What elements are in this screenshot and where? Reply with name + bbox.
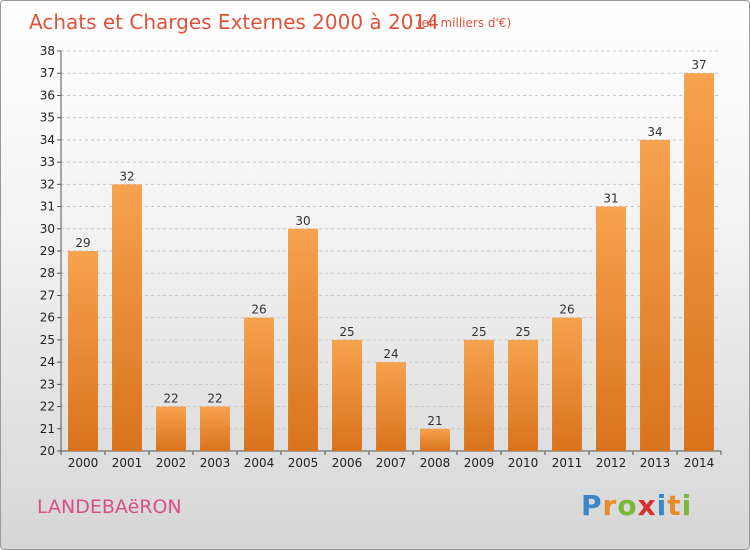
x-tick-label-2012: 2012 xyxy=(596,456,627,470)
y-tick-label: 32 xyxy=(40,177,55,191)
y-tick-label: 21 xyxy=(40,422,55,436)
x-tick-label-2001: 2001 xyxy=(112,456,143,470)
x-tick-label-2004: 2004 xyxy=(244,456,275,470)
bar-2000 xyxy=(68,251,98,451)
x-tick-label-2014: 2014 xyxy=(684,456,715,470)
x-tick-label-2013: 2013 xyxy=(640,456,671,470)
value-label-2003: 22 xyxy=(207,392,222,406)
value-label-2008: 21 xyxy=(427,414,442,428)
logo-letter: i xyxy=(681,489,693,522)
value-label-2013: 34 xyxy=(647,125,662,139)
value-label-2004: 26 xyxy=(251,303,266,317)
x-tick-label-2002: 2002 xyxy=(156,456,187,470)
y-tick-label: 34 xyxy=(40,133,55,147)
x-tick-label-2007: 2007 xyxy=(376,456,407,470)
x-tick-label-2009: 2009 xyxy=(464,456,495,470)
bar-2010 xyxy=(508,339,538,451)
value-label-2009: 25 xyxy=(471,325,486,339)
bar-2007 xyxy=(376,362,406,451)
bar-2009 xyxy=(464,339,494,451)
y-tick-label: 35 xyxy=(40,111,55,125)
value-label-2000: 29 xyxy=(75,236,90,250)
value-label-2005: 30 xyxy=(295,214,310,228)
bar-2001 xyxy=(112,184,142,452)
bar-2014 xyxy=(684,73,714,451)
y-tick-label: 38 xyxy=(40,44,55,58)
bar-2011 xyxy=(552,317,582,451)
value-label-2006: 25 xyxy=(339,325,354,339)
x-tick-label-2005: 2005 xyxy=(288,456,319,470)
chart-title: Achats et Charges Externes 2000 à 2014 xyxy=(29,10,439,34)
bar-2003 xyxy=(200,406,230,451)
y-tick-label: 20 xyxy=(40,444,55,458)
value-label-layer: 29 32 22 22 26 30 25 24 21 25 25 26 31 34 37 xyxy=(75,58,706,428)
bar-2004 xyxy=(244,317,274,451)
logo-letter: r xyxy=(602,489,618,522)
x-tick-label-2000: 2000 xyxy=(68,456,99,470)
y-tick-label: 24 xyxy=(40,355,55,369)
bar-2002 xyxy=(156,406,186,451)
x-tick-label-2011: 2011 xyxy=(552,456,583,470)
logo-letter: t xyxy=(667,489,682,522)
y-tick-label: 23 xyxy=(40,377,55,391)
x-tick-label-2010: 2010 xyxy=(508,456,539,470)
y-tick-label: 37 xyxy=(40,66,55,80)
value-label-2007: 24 xyxy=(383,347,398,361)
x-tick-label-2003: 2003 xyxy=(200,456,231,470)
logo-letter: o xyxy=(617,489,638,522)
y-tick-label: 28 xyxy=(40,266,55,280)
bar-2005 xyxy=(288,228,318,451)
bar-2013 xyxy=(640,139,670,451)
grid-layer xyxy=(61,50,721,452)
y-tick-label: 29 xyxy=(40,244,55,258)
x-tick-label-2008: 2008 xyxy=(420,456,451,470)
x-tick-label-2006: 2006 xyxy=(332,456,363,470)
logo-letter: x xyxy=(637,489,657,522)
y-tick-label: 33 xyxy=(40,155,55,169)
value-label-2001: 32 xyxy=(119,169,134,183)
y-tick-label: 36 xyxy=(40,88,55,102)
value-label-2014: 37 xyxy=(691,58,706,72)
chart-unit: (en milliers d'€) xyxy=(417,16,511,30)
logo-letter: P xyxy=(581,489,603,522)
value-label-2010: 25 xyxy=(515,325,530,339)
value-label-2002: 22 xyxy=(163,392,178,406)
commune-name: LANDEBAëRON xyxy=(37,496,182,518)
y-tick-label: 27 xyxy=(40,288,55,302)
y-tick-label: 30 xyxy=(40,222,55,236)
axis-layer: 20 21 22 23 24 25 26 27 28 29 30 31 32 33 34 35 36 37 38 20… xyxy=(40,44,722,470)
proxiti-logo: Proxiti xyxy=(581,489,692,522)
y-tick-label: 26 xyxy=(40,311,55,325)
bar-layer xyxy=(68,73,714,452)
value-label-2011: 26 xyxy=(559,303,574,317)
value-label-2012: 31 xyxy=(603,192,618,206)
logo-letter: i xyxy=(656,489,668,522)
bar-2008 xyxy=(420,428,450,451)
y-tick-label: 25 xyxy=(40,333,55,347)
y-tick-label: 31 xyxy=(40,200,55,214)
y-tick-label: 22 xyxy=(40,400,55,414)
bar-2006 xyxy=(332,339,362,451)
bar-2012 xyxy=(596,206,626,451)
